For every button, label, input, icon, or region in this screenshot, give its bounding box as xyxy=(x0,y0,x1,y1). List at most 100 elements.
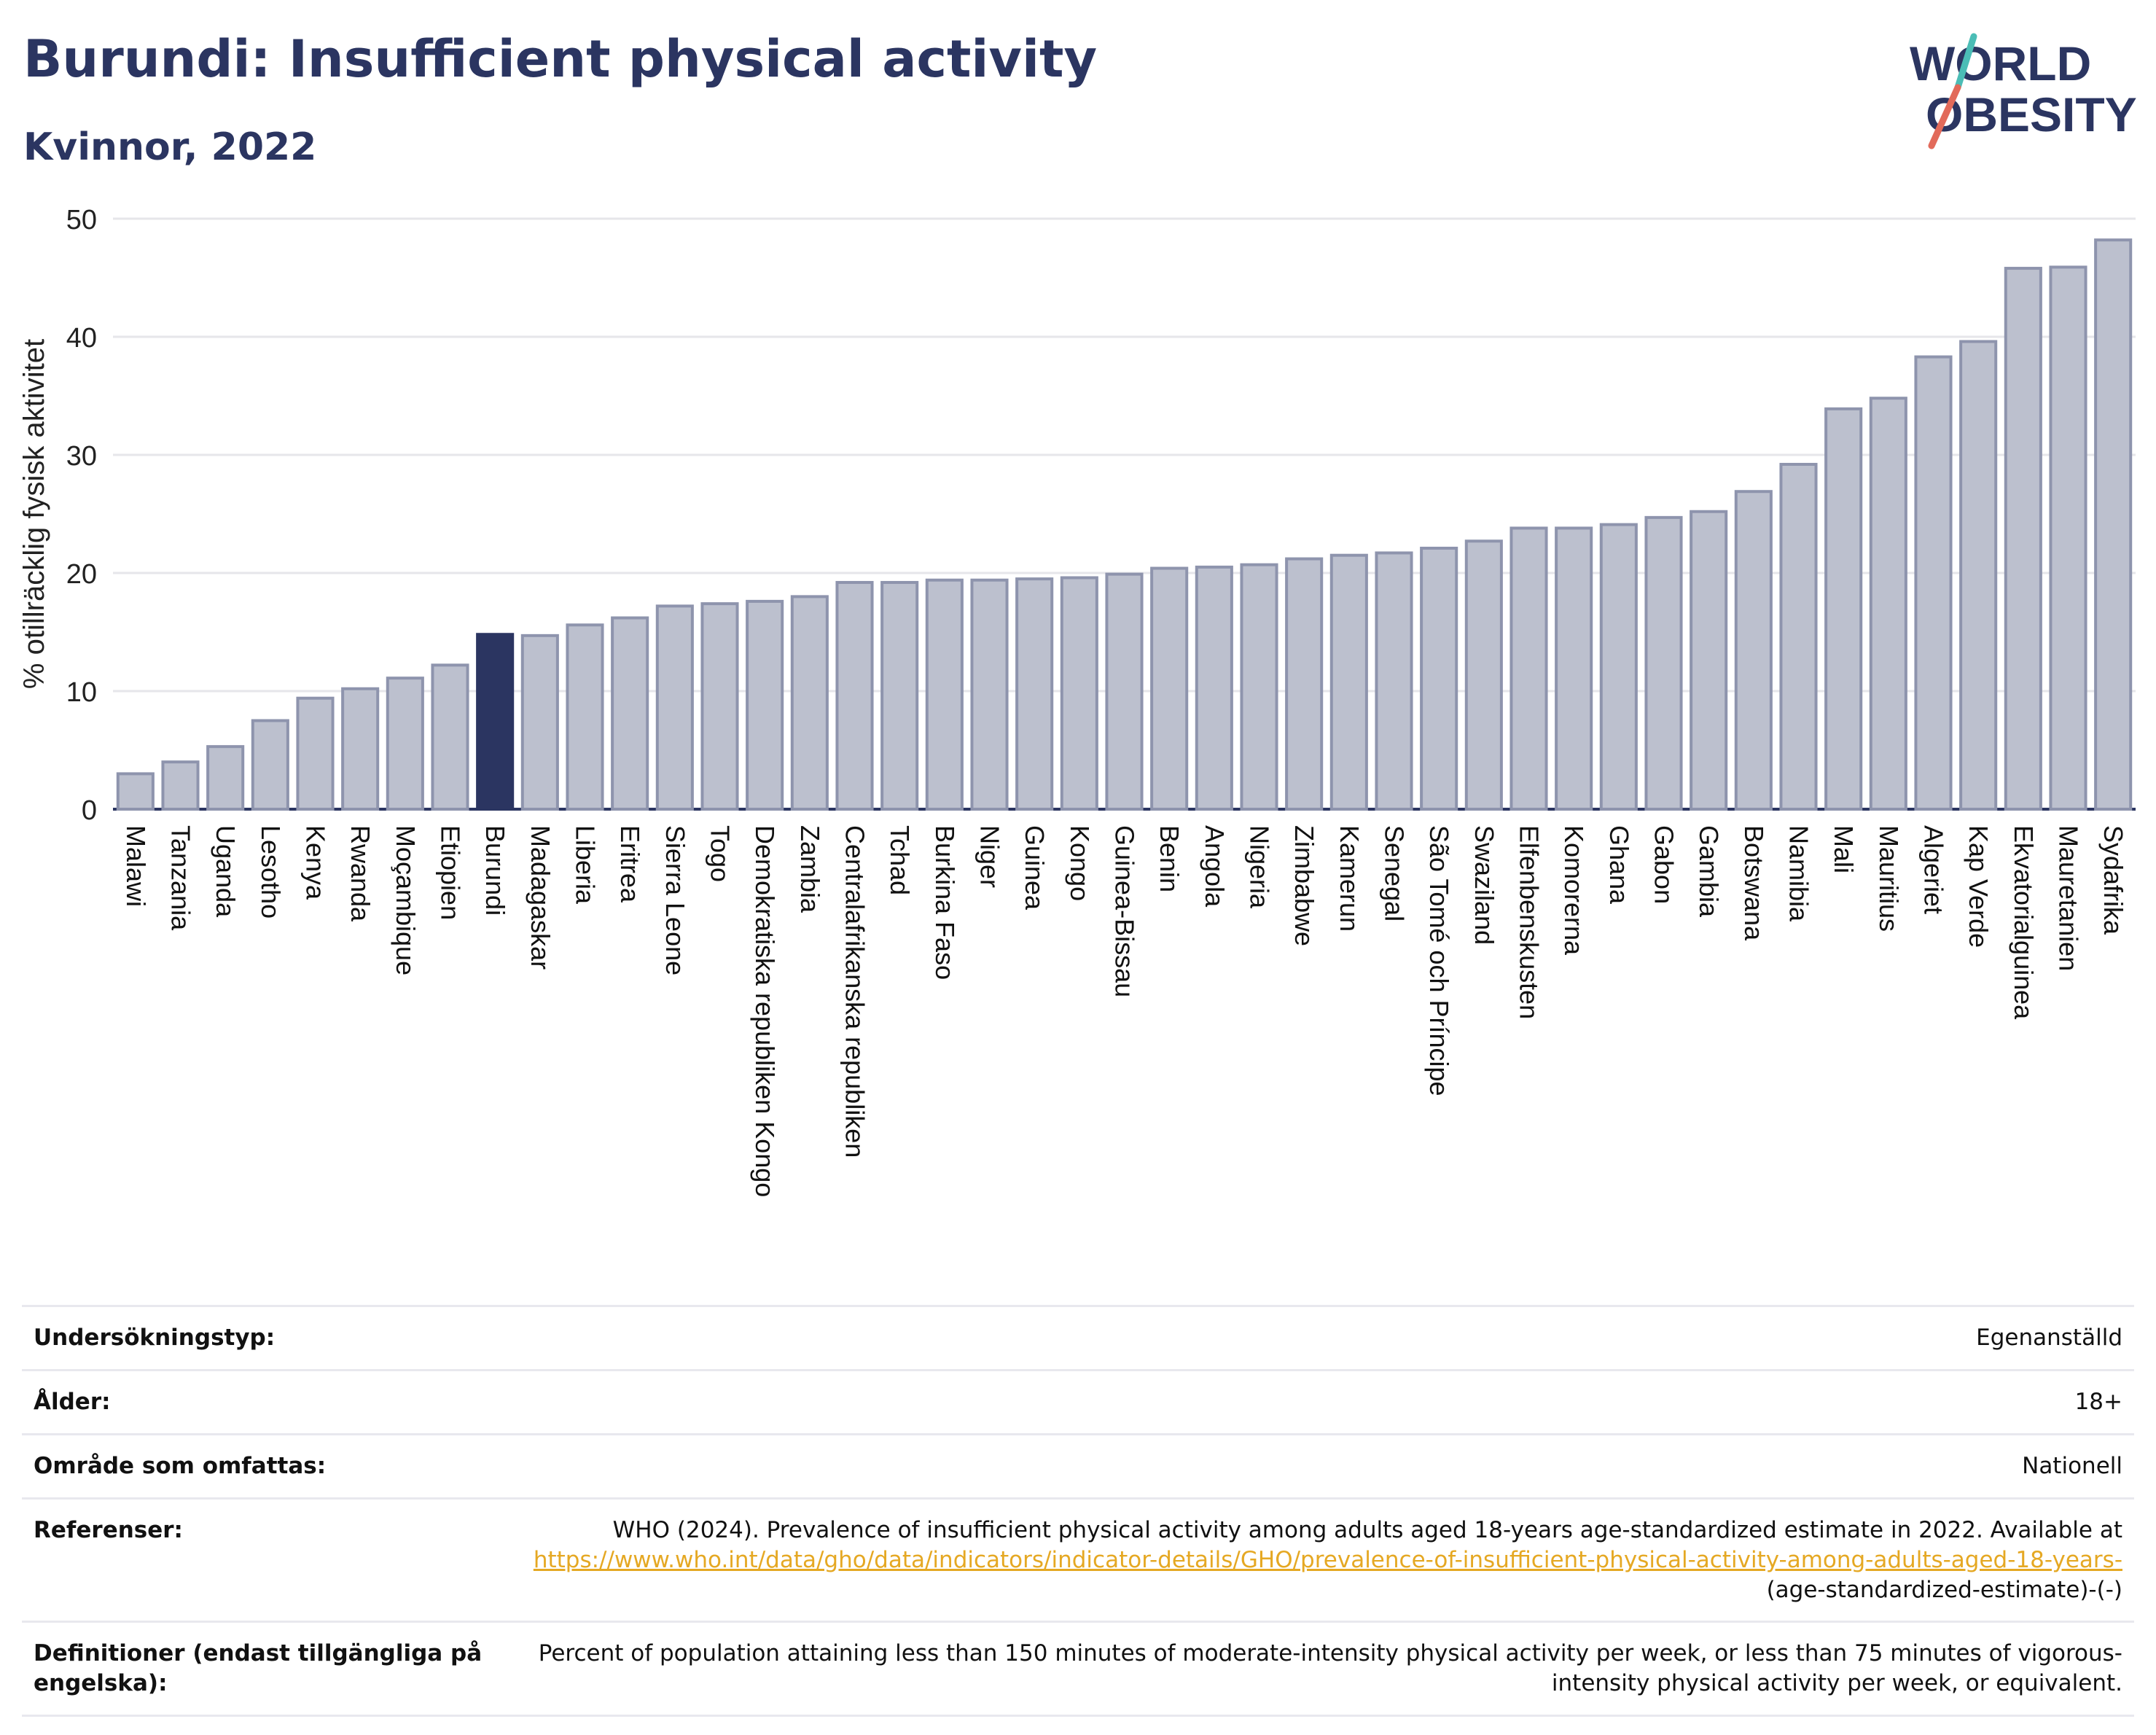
x-tick-label: Tanzania xyxy=(166,825,196,931)
x-tick-label: Demokratiska republiken Kongo xyxy=(750,825,780,1197)
x-tick-label: Gabon xyxy=(1649,825,1679,904)
bar-ekvatorialguinea[interactable] xyxy=(2004,267,2042,811)
bar-kenya[interactable] xyxy=(296,696,335,811)
x-tick-label: Moçambique xyxy=(391,825,421,975)
meta-row: Undersökningstyp: Egenanställd xyxy=(22,1305,2134,1371)
bar-komorerna[interactable] xyxy=(1555,526,1593,811)
metadata-table: Undersökningstyp: Egenanställd Ålder: 18+ Om… xyxy=(22,1305,2134,1718)
bar-mali[interactable] xyxy=(1824,407,1863,811)
bar-elfenbenskusten[interactable] xyxy=(1509,526,1548,811)
bar-kamerun[interactable] xyxy=(1329,553,1368,811)
x-tick-label: Mauretanien xyxy=(2054,825,2084,971)
bar-niger[interactable] xyxy=(970,578,1009,811)
bar-gambia[interactable] xyxy=(1690,510,1728,811)
bar-swaziland[interactable] xyxy=(1464,539,1503,811)
x-tick-label: Mali xyxy=(1829,825,1859,873)
bar-algeriet[interactable] xyxy=(1914,355,1953,811)
bar-botswana[interactable] xyxy=(1734,490,1773,811)
logo-slash-teal xyxy=(1954,33,1977,91)
x-tick-label: São Tomé och Príncipe xyxy=(1424,825,1454,1096)
bar-demokratiska-republiken-kongo[interactable] xyxy=(746,599,784,811)
y-tick-label: 10 xyxy=(66,677,97,708)
bar-senegal[interactable] xyxy=(1375,551,1413,811)
x-tick-label: Kamerun xyxy=(1335,825,1364,932)
x-tick-label: Uganda xyxy=(211,825,241,918)
x-tick-label: Namibia xyxy=(1784,825,1814,922)
x-tick-label: Benin xyxy=(1155,825,1184,892)
meta-key: Ålder: xyxy=(22,1368,512,1435)
meta-value: WHO (2024). Prevalence of insufficient p… xyxy=(512,1497,2134,1622)
bar-lesotho[interactable] xyxy=(251,719,289,811)
bar-ghana[interactable] xyxy=(1599,523,1638,811)
y-tick-label: 30 xyxy=(66,441,97,472)
x-tick-label: Senegal xyxy=(1380,825,1410,921)
x-tick-label: Botswana xyxy=(1739,825,1769,941)
bar-sierra-leone[interactable] xyxy=(655,604,694,811)
world-obesity-logo: WORLD OBESITY xyxy=(1910,33,2137,149)
reference-link[interactable]: https://www.who.int/data/gho/data/indica… xyxy=(533,1546,2122,1573)
bar-eritrea[interactable] xyxy=(611,616,649,811)
bar-malawi[interactable] xyxy=(116,772,155,811)
bar-kap-verde[interactable] xyxy=(1959,340,1998,811)
x-tick-label: Tchad xyxy=(885,825,915,895)
x-tick-label: Burkina Faso xyxy=(930,825,960,980)
x-tick-label: Togo xyxy=(706,825,735,882)
x-tick-label: Mauritius xyxy=(1874,825,1904,932)
bar-togo[interactable] xyxy=(700,602,739,811)
bar-kongo[interactable] xyxy=(1060,576,1098,811)
meta-row: Område som omfattas: Nationell xyxy=(22,1432,2134,1499)
bar-liberia[interactable] xyxy=(566,623,604,811)
bar-nigeria[interactable] xyxy=(1240,563,1278,811)
page-subtitle: Kvinnor, 2022 xyxy=(23,125,317,169)
x-tick-label: Etiopien xyxy=(436,825,466,920)
bar-angola[interactable] xyxy=(1195,565,1233,811)
meta-row-references: Referenser: WHO (2024). Prevalence of ins… xyxy=(22,1497,2134,1622)
meta-key: Undersökningstyp: xyxy=(22,1305,512,1371)
x-tick-label: Liberia xyxy=(571,825,601,905)
chart-bars xyxy=(116,238,2133,811)
y-tick-label: 20 xyxy=(66,559,97,590)
bar-madagaskar[interactable] xyxy=(520,633,559,811)
x-tick-label: Guinea-Bissau xyxy=(1110,825,1140,997)
meta-value: Nationell xyxy=(512,1432,2134,1499)
x-tick-label: Lesotho xyxy=(256,825,286,919)
x-tick-label: Rwanda xyxy=(345,825,375,922)
bar-mauritius[interactable] xyxy=(1869,397,1907,811)
x-tick-label: Centralafrikanska republiken xyxy=(840,825,870,1158)
meta-row-definitions: Definitioner (endast tillgängliga på eng… xyxy=(22,1621,2134,1718)
bar-zimbabwe[interactable] xyxy=(1285,557,1324,811)
x-tick-label: Niger xyxy=(975,825,1005,888)
bar-guinea[interactable] xyxy=(1015,577,1054,811)
bar-guinea-bissau[interactable] xyxy=(1105,572,1144,811)
bar-mauretanien[interactable] xyxy=(2049,265,2087,811)
meta-value: Egenanställd xyxy=(512,1305,2134,1371)
bar-zambia[interactable] xyxy=(790,595,829,811)
meta-row: Ålder: 18+ xyxy=(22,1368,2134,1435)
bar-sydafrika[interactable] xyxy=(2094,238,2133,811)
bar-etiopien[interactable] xyxy=(431,663,469,811)
bar-rwanda[interactable] xyxy=(341,687,380,811)
logo-word-obesity: OBESITY xyxy=(1926,87,2137,141)
bar-tchad[interactable] xyxy=(880,580,919,811)
x-tick-label: Kenya xyxy=(301,825,331,900)
x-tick-label: Guinea xyxy=(1020,825,1050,911)
logo-slash-red xyxy=(1928,84,1961,149)
x-tick-label: Sydafrika xyxy=(2098,825,2128,935)
bar-burundi[interactable] xyxy=(476,633,515,811)
x-tick-label: Eritrea xyxy=(615,825,645,903)
x-tick-label: Elfenbenskusten xyxy=(1515,825,1544,1019)
bar-mo-ambique[interactable] xyxy=(386,677,424,811)
y-axis-label: % otillräcklig fysisk aktivitet xyxy=(18,339,50,689)
x-tick-label: Angola xyxy=(1200,825,1230,908)
bar-burkina-faso[interactable] xyxy=(925,578,964,811)
bar-uganda[interactable] xyxy=(206,745,245,811)
bar-s-o-tom-och-pr-ncipe[interactable] xyxy=(1420,546,1458,811)
bar-gabon[interactable] xyxy=(1644,515,1683,811)
x-tick-label: Kap Verde xyxy=(1964,825,1993,948)
x-tick-label: Komorerna xyxy=(1559,825,1589,956)
bar-namibia[interactable] xyxy=(1779,462,1818,811)
bar-benin[interactable] xyxy=(1150,566,1189,811)
x-tick-label: Gambia xyxy=(1694,825,1724,918)
bar-centralafrikanska-republiken[interactable] xyxy=(835,580,874,811)
bar-tanzania[interactable] xyxy=(161,760,200,811)
